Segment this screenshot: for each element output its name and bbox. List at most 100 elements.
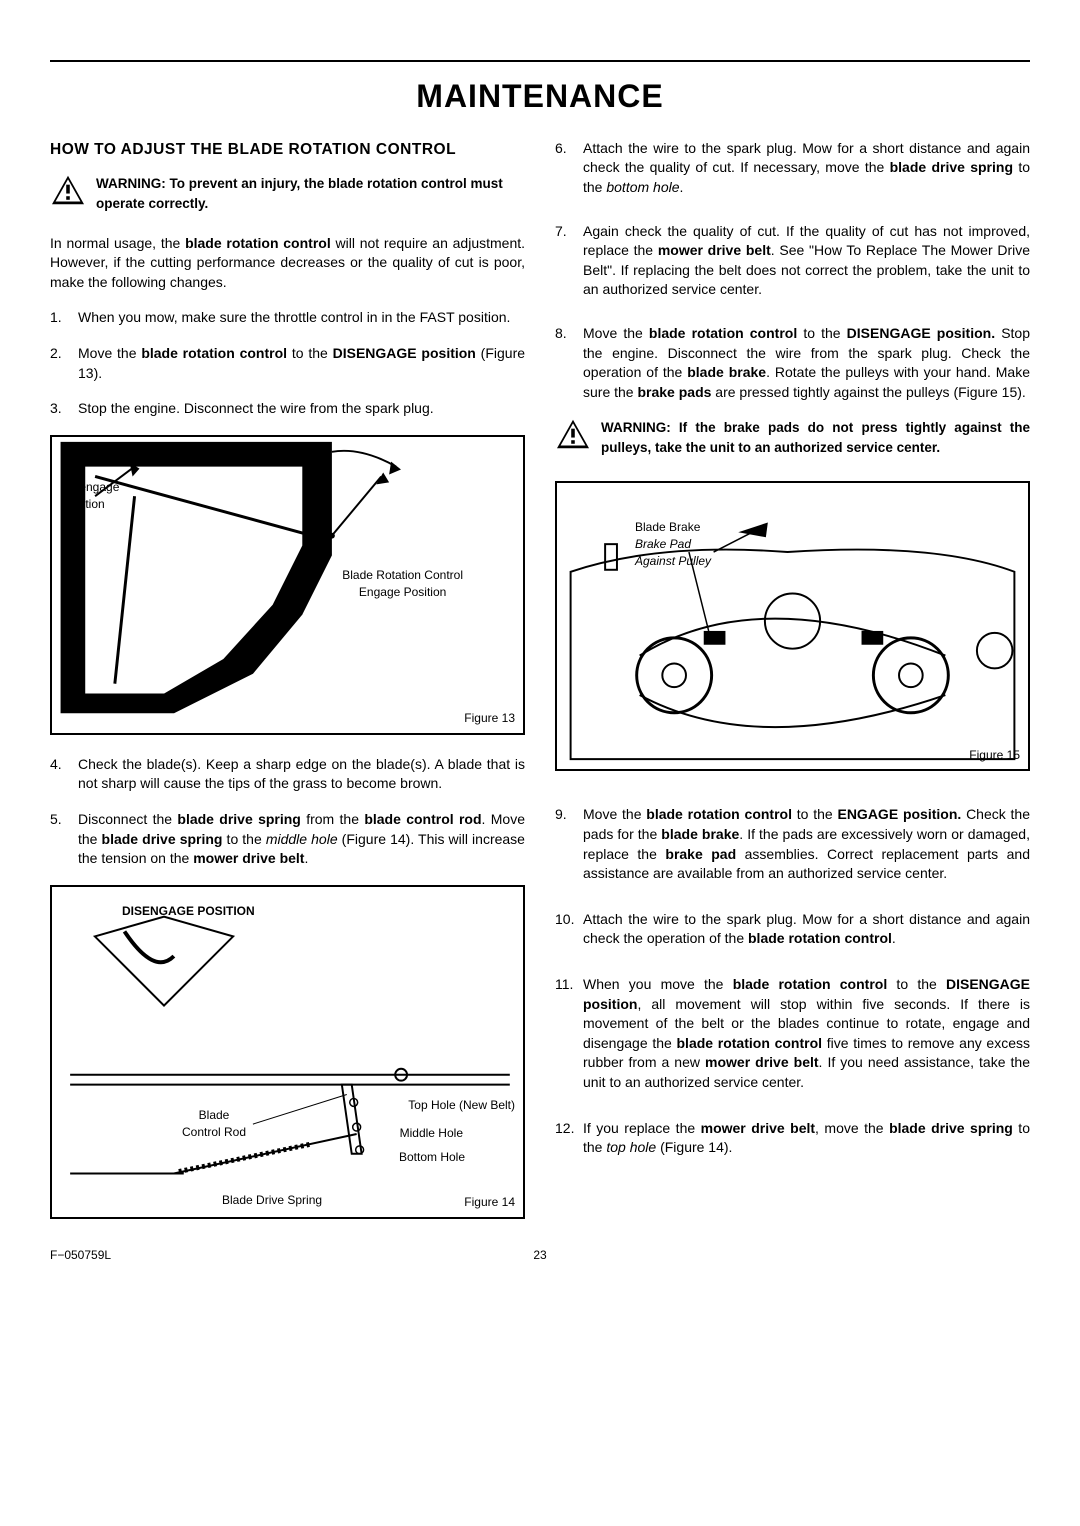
- warning-triangle-icon: [50, 174, 86, 206]
- s11-b1: blade rotation control: [733, 976, 888, 992]
- two-column-layout: HOW TO ADJUST THE BLADE ROTATION CONTROL…: [50, 139, 1030, 1239]
- step-7: Again check the quality of cut. If the q…: [555, 222, 1030, 300]
- top-rule: [50, 60, 1030, 62]
- fig14-blade-label: Blade Control Rod: [182, 1107, 246, 1141]
- step-9: Move the blade rotation control to the E…: [555, 805, 1030, 883]
- section-title: HOW TO ADJUST THE BLADE ROTATION CONTROL: [50, 139, 525, 161]
- s12-post: (Figure 14).: [656, 1139, 732, 1155]
- s5-b2: blade control rod: [364, 811, 481, 827]
- step-2: Move the blade rotation control to the D…: [50, 344, 525, 383]
- steps-list-left-1: When you mow, make sure the throttle con…: [50, 308, 525, 418]
- s6-i1: bottom hole: [606, 179, 679, 195]
- figure-14: DISENGAGE POSITION Blade Control Rod Top…: [50, 885, 525, 1219]
- fig13-disengage-l2: Position: [62, 497, 105, 511]
- s9-b4: brake pad: [665, 846, 736, 862]
- intro-text: In normal usage, the blade rotation cont…: [50, 234, 525, 293]
- s12-b2: blade drive spring: [889, 1120, 1013, 1136]
- s10-post: .: [892, 930, 896, 946]
- s8-b4: brake pads: [637, 384, 711, 400]
- s5-m3: to the: [222, 831, 265, 847]
- s6-b1: blade drive spring: [890, 159, 1013, 175]
- s5-b4: mower drive belt: [193, 850, 304, 866]
- steps-list-left-2: Check the blade(s). Keep a sharp edge on…: [50, 755, 525, 869]
- step-3: Stop the engine. Disconnect the wire fro…: [50, 399, 525, 419]
- intro-pre: In normal usage, the: [50, 235, 185, 251]
- warning-triangle-icon: [555, 418, 591, 450]
- s11-b3: blade rotation control: [677, 1035, 823, 1051]
- figure-15: Blade Brake Brake Pad Against Pulley Fig…: [555, 481, 1030, 771]
- s5-pre: Disconnect the: [78, 811, 177, 827]
- step-2-pre: Move the: [78, 345, 141, 361]
- s12-b1: mower drive belt: [701, 1120, 815, 1136]
- s5-b3: blade drive spring: [102, 831, 223, 847]
- fig15-pad-l2: Against Pulley: [635, 554, 711, 568]
- fig14-blade-l2: Control Rod: [182, 1125, 246, 1139]
- s8-b3: blade brake: [687, 364, 766, 380]
- s10-b1: blade rotation control: [748, 930, 892, 946]
- fig13-label-disengage: Disengage Position: [62, 479, 119, 513]
- steps-list-right-2: Move the blade rotation control to the E…: [555, 805, 1030, 1157]
- fig14-middle-hole: Middle Hole: [400, 1125, 463, 1142]
- fig14-blade-l1: Blade: [199, 1108, 230, 1122]
- step-8: Move the blade rotation control to the D…: [555, 324, 1030, 402]
- step-2-b1: blade rotation control: [141, 345, 287, 361]
- s8-m1: to the: [797, 325, 846, 341]
- warning-block-1: WARNING: To prevent an injury, the blade…: [50, 174, 525, 213]
- s5-post: .: [304, 850, 308, 866]
- s8-b2: DISENGAGE position.: [847, 325, 995, 341]
- fig14-spring: Blade Drive Spring: [222, 1192, 322, 1209]
- s8-pre: Move the: [583, 325, 649, 341]
- s12-m1: , move the: [815, 1120, 889, 1136]
- footer-page-number: 23: [50, 1247, 1030, 1264]
- page-title: MAINTENANCE: [50, 74, 1030, 119]
- fig13-label-control: Blade Rotation Control Engage Position: [342, 567, 463, 601]
- step-2-b2: DISENGAGE position: [333, 345, 476, 361]
- step-10: Attach the wire to the spark plug. Mow f…: [555, 910, 1030, 949]
- s7-b1: mower drive belt: [658, 242, 771, 258]
- s12-pre: If you replace the: [583, 1120, 701, 1136]
- s5-i1: middle hole: [266, 831, 338, 847]
- fig14-bottom-hole: Bottom Hole: [399, 1149, 465, 1166]
- fig15-caption: Figure 15: [969, 747, 1020, 764]
- fig14-caption: Figure 14: [464, 1194, 515, 1211]
- figure-14-diagram: [52, 887, 523, 1217]
- step-11: When you move the blade rotation control…: [555, 975, 1030, 1093]
- s11-m1: to the: [887, 976, 946, 992]
- warning-text-1: WARNING: To prevent an injury, the blade…: [96, 174, 525, 213]
- step-1: When you mow, make sure the throttle con…: [50, 308, 525, 328]
- figure-13: Disengage Position Blade Rotation Contro…: [50, 435, 525, 735]
- s8-b1: blade rotation control: [649, 325, 797, 341]
- s8-post: are pressed tightly against the pulleys …: [711, 384, 1025, 400]
- step-12: If you replace the mower drive belt, mov…: [555, 1119, 1030, 1158]
- right-column: Attach the wire to the spark plug. Mow f…: [555, 139, 1030, 1239]
- fig13-disengage-l1: Disengage: [62, 480, 119, 494]
- s9-b2: ENGAGE position.: [837, 806, 961, 822]
- s9-b1: blade rotation control: [646, 806, 792, 822]
- step-6: Attach the wire to the spark plug. Mow f…: [555, 139, 1030, 198]
- fig14-top-hole: Top Hole (New Belt): [408, 1097, 515, 1114]
- steps-list-right-1: Attach the wire to the spark plug. Mow f…: [555, 139, 1030, 403]
- fig15-brake: Blade Brake: [635, 520, 700, 534]
- s11-b4: mower drive belt: [705, 1054, 819, 1070]
- fig13-caption: Figure 13: [464, 710, 515, 727]
- fig13-control: Blade Rotation Control: [342, 568, 463, 582]
- warning-block-2: WARNING: If the brake pads do not press …: [555, 418, 1030, 457]
- left-column: HOW TO ADJUST THE BLADE ROTATION CONTROL…: [50, 139, 525, 1239]
- s9-m1: to the: [792, 806, 838, 822]
- fig15-pad-l1: Brake Pad: [635, 537, 691, 551]
- s9-pre: Move the: [583, 806, 646, 822]
- s6-post: .: [680, 179, 684, 195]
- step-5: Disconnect the blade drive spring from t…: [50, 810, 525, 869]
- s12-i1: top hole: [606, 1139, 656, 1155]
- footer-code: F−050759L: [50, 1247, 111, 1264]
- s9-b3: blade brake: [661, 826, 739, 842]
- page-footer: F−050759L 23: [50, 1247, 1030, 1263]
- intro-bold: blade rotation control: [185, 235, 331, 251]
- fig15-label-brake: Blade Brake Brake Pad Against Pulley: [635, 519, 711, 569]
- fig14-title: DISENGAGE POSITION: [122, 903, 255, 920]
- step-2-mid: to the: [287, 345, 333, 361]
- s11-pre: When you move the: [583, 976, 733, 992]
- s5-m1: from the: [301, 811, 364, 827]
- s5-b1: blade drive spring: [177, 811, 300, 827]
- figure-15-diagram: [557, 483, 1028, 769]
